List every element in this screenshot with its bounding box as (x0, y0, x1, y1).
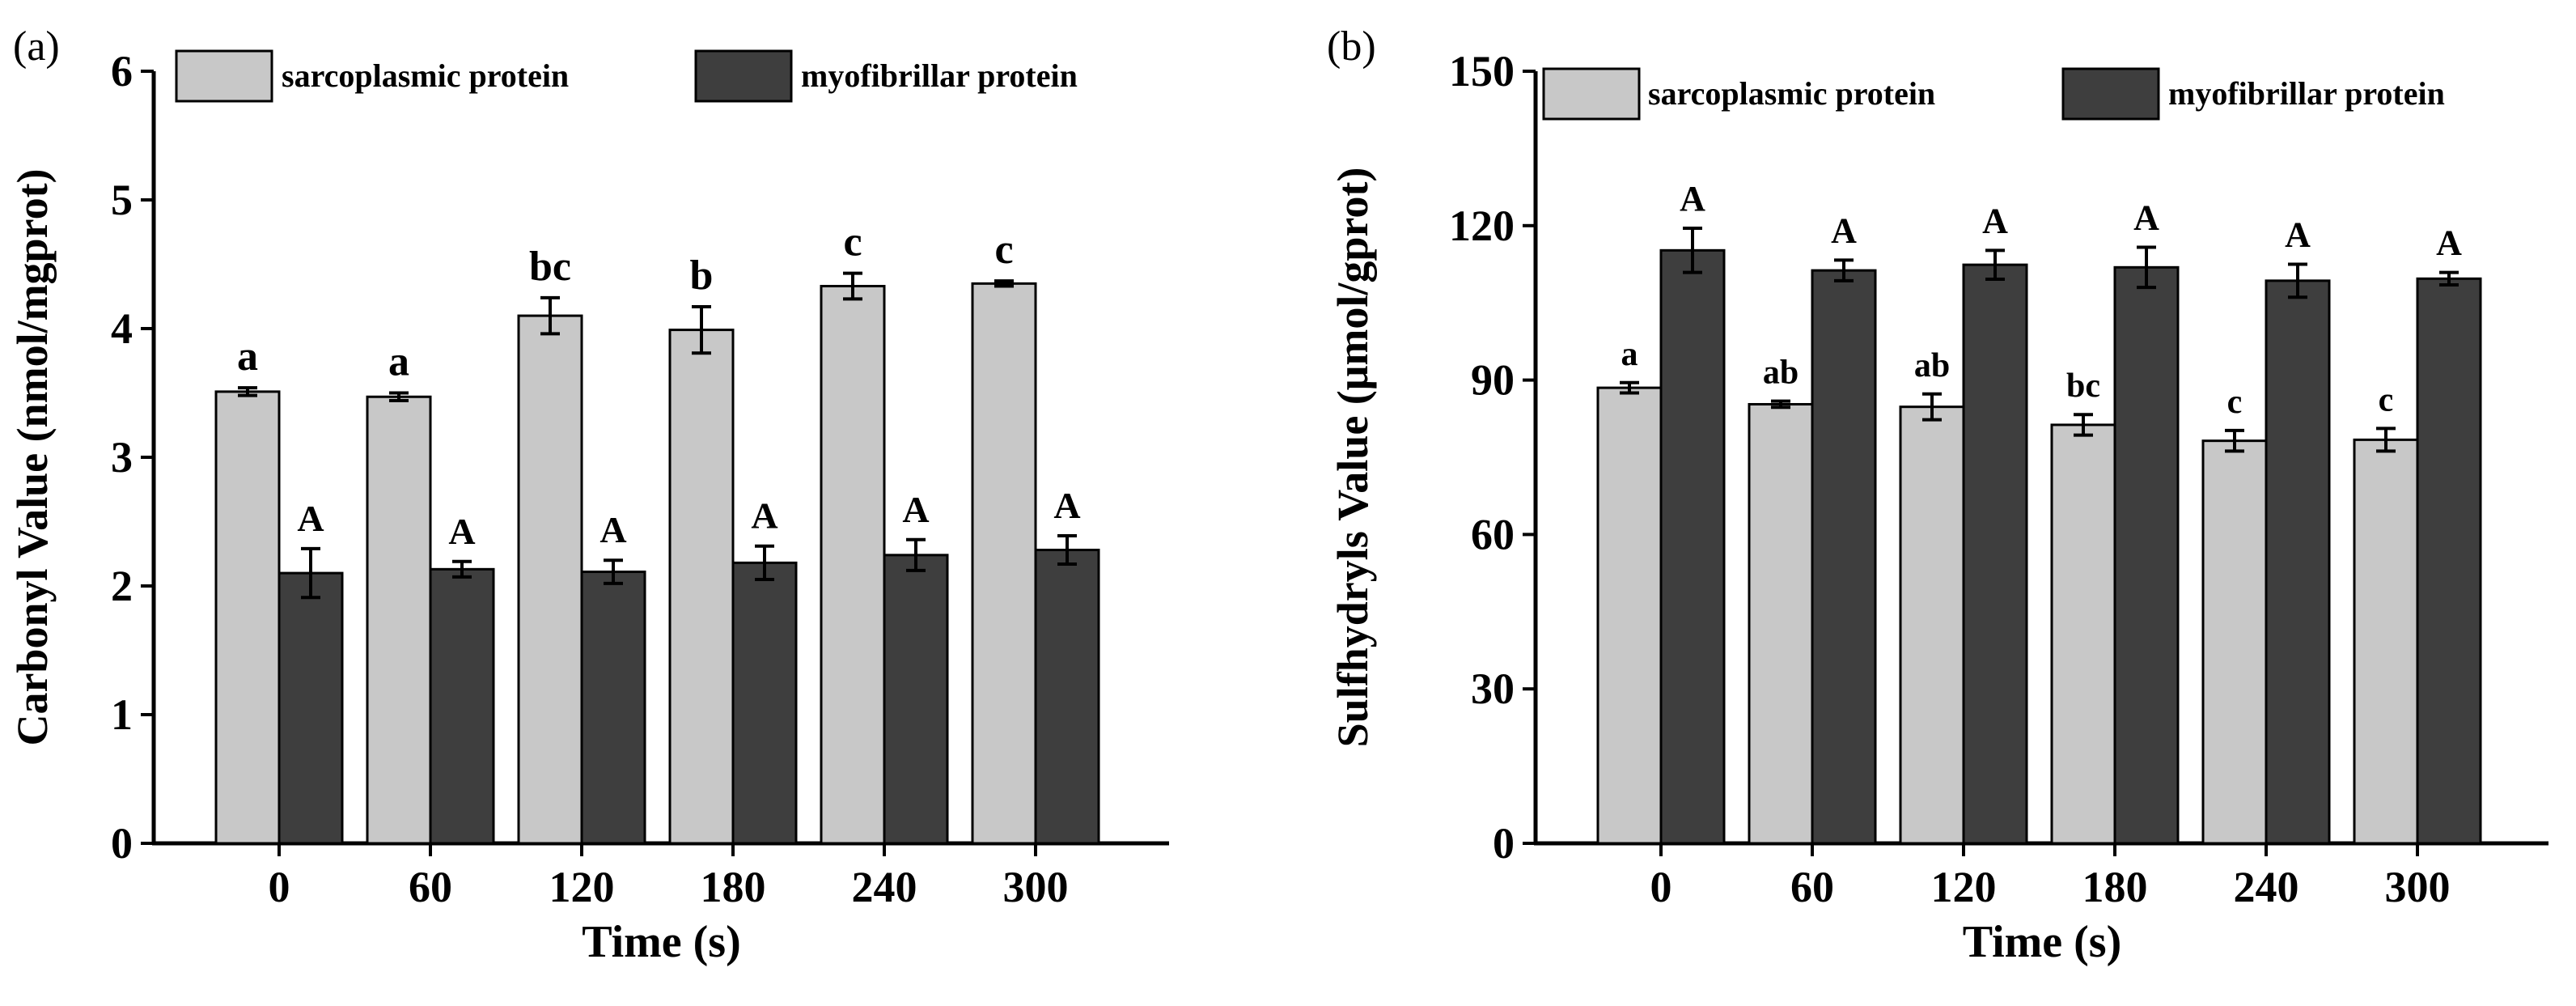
myofibrillar-bar (580, 571, 646, 845)
x-tick-label: 240 (852, 863, 917, 911)
legend-label: myofibrillar protein (2168, 75, 2445, 112)
x-tick-label: 180 (2082, 863, 2148, 911)
y-tick-label: 120 (1449, 202, 1515, 250)
myofibrillar-bar (731, 561, 798, 845)
x-tick-label: 300 (2385, 863, 2451, 911)
y-tick-label: 1 (111, 690, 133, 739)
myofibrillar-bar (1034, 548, 1100, 845)
y-tick-label: 90 (1471, 356, 1515, 405)
myofibrillar-bar (2265, 279, 2331, 845)
significance-label: A (297, 498, 324, 539)
y-axis-title: Carbonyl Value (nmol/mgprot) (8, 168, 57, 745)
significance-label: A (600, 509, 626, 550)
y-tick-label: 5 (111, 176, 133, 224)
y-axis-title: Sulfhydryls Value (μmol/gprot) (1328, 168, 1377, 748)
legend-swatch-myofibrillar (2061, 67, 2160, 121)
significance-label: a (237, 333, 258, 380)
x-tick-label: 300 (1003, 863, 1069, 911)
x-axis-title: Time (s) (1963, 917, 2122, 967)
sarcoplasmic-bar (1748, 402, 1814, 845)
sarcoplasmic-bar (668, 329, 735, 845)
myofibrillar-bar (883, 554, 949, 845)
sarcoplasmic-bar (2353, 438, 2419, 845)
significance-label: A (1982, 201, 2008, 240)
significance-label: c (2227, 384, 2243, 421)
significance-label: A (448, 511, 475, 552)
y-tick-label: 6 (111, 47, 133, 96)
panel-label: (b) (1327, 23, 1376, 70)
legend-label: myofibrillar protein (801, 57, 1078, 94)
sarcoplasmic-bar (1899, 405, 1965, 845)
myofibrillar-bar (1811, 269, 1877, 845)
y-tick-label: 3 (111, 433, 133, 482)
x-tick-label: 0 (1650, 863, 1672, 911)
x-tick-label: 120 (549, 863, 615, 911)
significance-label: a (388, 339, 409, 385)
y-tick-label: 4 (111, 304, 133, 353)
significance-label: A (1053, 485, 1080, 526)
sarcoplasmic-bar (2050, 423, 2116, 845)
significance-label: A (1831, 210, 1857, 250)
sarcoplasmic-bar (214, 390, 281, 845)
myofibrillar-bar (2113, 265, 2180, 845)
legend-label: sarcoplasmic protein (282, 57, 569, 94)
significance-label: ab (1763, 354, 1799, 392)
significance-label: A (1680, 179, 1705, 219)
y-tick-label: 30 (1471, 664, 1515, 713)
sarcoplasmic-bar (517, 314, 583, 845)
chart-panel-b: (b) 0 30 60 90 120 150 0 60 120 180 240 300 Time (s) S… (1327, 23, 2548, 967)
significance-label: bc (529, 244, 571, 290)
significance-label: a (1621, 336, 1638, 373)
significance-label: A (2285, 215, 2311, 255)
significance-label: bc (2066, 367, 2100, 405)
panel-label: (a) (13, 23, 60, 70)
sarcoplasmic-bar (1596, 386, 1663, 845)
x-tick-label: 120 (1931, 863, 1997, 911)
x-tick-label: 180 (701, 863, 766, 911)
sarcoplasmic-bar (820, 285, 886, 845)
y-tick-label: 2 (111, 562, 133, 610)
significance-label: ab (1914, 347, 1950, 384)
significance-label: c (843, 219, 862, 265)
x-tick-label: 60 (1790, 863, 1834, 911)
x-tick-label: 60 (409, 863, 452, 911)
y-tick-label: 150 (1449, 47, 1515, 96)
x-axis-title: Time (s) (582, 917, 741, 967)
myofibrillar-bar (278, 571, 344, 845)
x-tick-label: 0 (269, 863, 290, 911)
significance-label: A (751, 495, 777, 537)
y-tick-label: 0 (111, 819, 133, 868)
significance-label: c (2379, 381, 2394, 418)
legend-swatch-sarcoplasmic (175, 49, 273, 103)
legend-swatch-sarcoplasmic (1542, 67, 1641, 121)
legend-label: sarcoplasmic protein (1648, 75, 1935, 112)
significance-label: A (2436, 223, 2462, 263)
myofibrillar-bar (429, 567, 495, 845)
legend-swatch-myofibrillar (694, 49, 793, 103)
y-tick-label: 0 (1493, 819, 1515, 868)
y-tick-label: 60 (1471, 510, 1515, 558)
sarcoplasmic-bar (366, 395, 432, 845)
sarcoplasmic-bar (2201, 439, 2268, 845)
x-tick-label: 240 (2234, 863, 2299, 911)
significance-label: c (994, 227, 1013, 273)
significance-label: A (2133, 198, 2159, 238)
significance-label: A (902, 489, 929, 530)
myofibrillar-bar (1962, 263, 2028, 845)
myofibrillar-bar (2416, 277, 2482, 845)
myofibrillar-bar (1659, 248, 1726, 845)
sarcoplasmic-bar (971, 282, 1037, 845)
significance-label: b (690, 253, 714, 299)
